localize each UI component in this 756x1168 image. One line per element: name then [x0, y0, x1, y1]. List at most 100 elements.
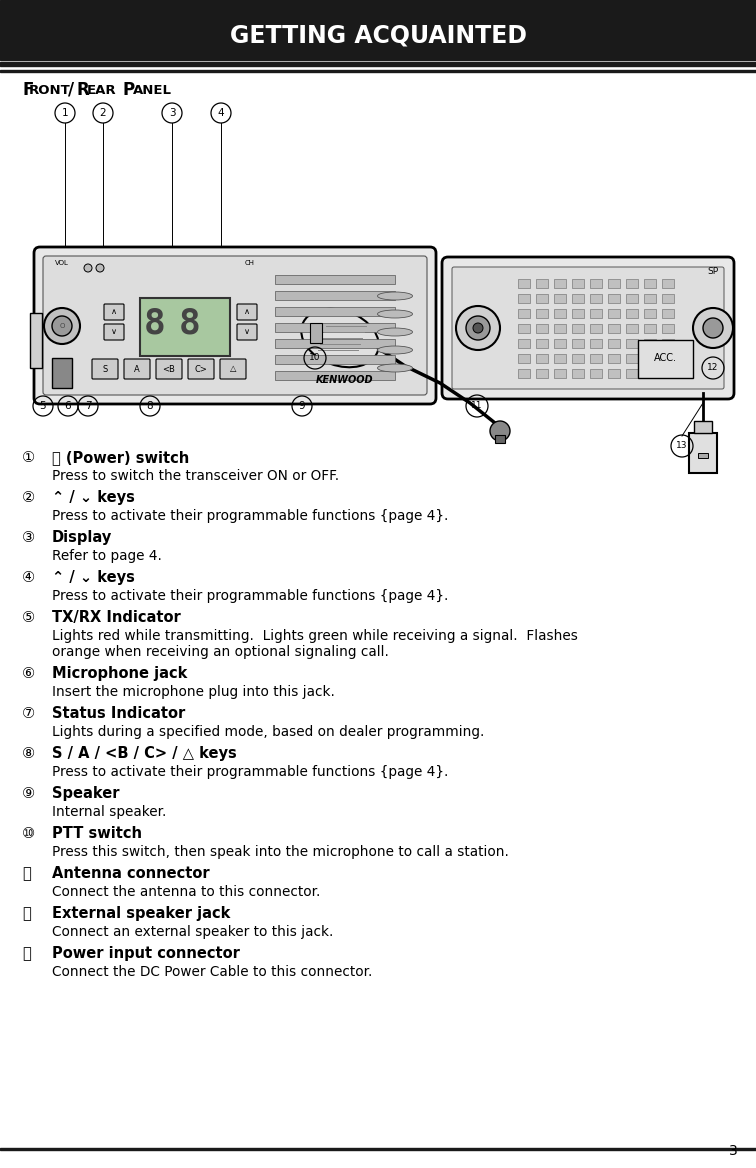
Bar	[572, 324, 584, 333]
Text: Microphone jack: Microphone jack	[52, 666, 187, 681]
Circle shape	[96, 264, 104, 272]
Text: GETTING ACQUAINTED: GETTING ACQUAINTED	[230, 25, 526, 48]
Bar	[554, 324, 566, 333]
Bar	[644, 369, 656, 378]
Bar	[536, 279, 548, 288]
Bar	[495, 434, 505, 443]
Circle shape	[84, 264, 92, 272]
Circle shape	[44, 308, 80, 345]
Bar	[0, 12, 756, 60]
Bar	[275, 291, 395, 300]
Bar	[554, 294, 566, 303]
Bar	[518, 369, 530, 378]
Text: Ο: Ο	[59, 324, 65, 329]
Bar	[638, 340, 693, 378]
Text: Press this switch, then speak into the microphone to call a station.: Press this switch, then speak into the m…	[52, 844, 509, 858]
Text: Display: Display	[52, 530, 112, 545]
Text: R: R	[77, 81, 90, 99]
Text: ⑬: ⑬	[22, 946, 31, 961]
Text: A: A	[134, 364, 140, 374]
Text: orange when receiving an optional signaling call.: orange when receiving an optional signal…	[52, 645, 389, 659]
Text: External speaker jack: External speaker jack	[52, 906, 231, 922]
Text: Press to activate their programmable functions {page 4}.: Press to activate their programmable fun…	[52, 765, 448, 779]
Bar	[518, 294, 530, 303]
Bar	[275, 274, 395, 284]
Text: 13: 13	[677, 442, 688, 451]
Bar	[608, 339, 620, 348]
Text: △: △	[230, 364, 236, 374]
Ellipse shape	[377, 292, 413, 300]
Bar	[52, 359, 72, 388]
Bar	[644, 354, 656, 363]
Text: Internal speaker.: Internal speaker.	[52, 805, 166, 819]
Text: 7: 7	[85, 401, 91, 411]
Text: Press to switch the transceiver ON or OFF.: Press to switch the transceiver ON or OF…	[52, 470, 339, 484]
Bar	[536, 369, 548, 378]
Text: <B: <B	[163, 364, 175, 374]
Text: 8: 8	[147, 401, 153, 411]
Circle shape	[473, 324, 483, 333]
Text: ⑥: ⑥	[22, 666, 35, 681]
Text: EAR: EAR	[87, 83, 116, 97]
Text: C>: C>	[194, 364, 207, 374]
FancyBboxPatch shape	[104, 324, 124, 340]
Text: Lights during a specified mode, based on dealer programming.: Lights during a specified mode, based on…	[52, 725, 485, 739]
Text: CH: CH	[245, 260, 255, 266]
Bar	[644, 310, 656, 318]
Bar	[662, 294, 674, 303]
Text: Connect the DC Power Cable to this connector.: Connect the DC Power Cable to this conne…	[52, 965, 373, 979]
Text: S / A / <B / C> / △ keys: S / A / <B / C> / △ keys	[52, 746, 237, 762]
Bar	[275, 324, 395, 332]
FancyBboxPatch shape	[188, 359, 214, 378]
Text: ⑩: ⑩	[22, 826, 35, 841]
Bar	[518, 310, 530, 318]
Bar	[608, 279, 620, 288]
Circle shape	[52, 317, 72, 336]
Text: Connect an external speaker to this jack.: Connect an external speaker to this jack…	[52, 925, 333, 939]
Text: ⌃ / ⌄ keys: ⌃ / ⌄ keys	[52, 570, 135, 585]
Bar	[572, 279, 584, 288]
Text: 11: 11	[471, 402, 483, 410]
Text: Antenna connector: Antenna connector	[52, 865, 209, 881]
Text: ∧: ∧	[244, 307, 250, 317]
Bar	[0, 0, 756, 12]
Bar	[626, 354, 638, 363]
Bar	[310, 324, 322, 343]
Text: ④: ④	[22, 570, 35, 585]
Bar	[590, 324, 602, 333]
Bar	[608, 354, 620, 363]
Bar	[626, 279, 638, 288]
Bar	[626, 310, 638, 318]
Ellipse shape	[301, 308, 379, 367]
FancyBboxPatch shape	[237, 324, 257, 340]
Bar	[518, 279, 530, 288]
Bar	[554, 339, 566, 348]
Bar	[572, 354, 584, 363]
Text: ⑪: ⑪	[22, 865, 31, 881]
Text: ∧: ∧	[111, 307, 117, 317]
Bar	[662, 369, 674, 378]
Ellipse shape	[377, 310, 413, 318]
Bar	[536, 294, 548, 303]
FancyBboxPatch shape	[442, 257, 734, 399]
Bar	[554, 354, 566, 363]
Text: 4: 4	[218, 107, 225, 118]
Text: Status Indicator: Status Indicator	[52, 705, 185, 721]
Text: ⑦: ⑦	[22, 705, 35, 721]
Bar	[626, 339, 638, 348]
Text: SP: SP	[708, 266, 718, 276]
Bar	[608, 369, 620, 378]
Bar	[590, 354, 602, 363]
Text: 12: 12	[708, 363, 719, 373]
FancyBboxPatch shape	[104, 304, 124, 320]
Text: PTT switch: PTT switch	[52, 826, 142, 841]
Text: ⑤: ⑤	[22, 610, 35, 625]
Ellipse shape	[377, 328, 413, 336]
Bar	[590, 310, 602, 318]
Text: ⑧: ⑧	[22, 746, 35, 762]
Text: /: /	[68, 81, 74, 99]
Text: Connect the antenna to this connector.: Connect the antenna to this connector.	[52, 885, 321, 899]
Bar	[275, 355, 395, 364]
Bar	[536, 310, 548, 318]
Text: ⓘ (Power) switch: ⓘ (Power) switch	[52, 450, 189, 465]
